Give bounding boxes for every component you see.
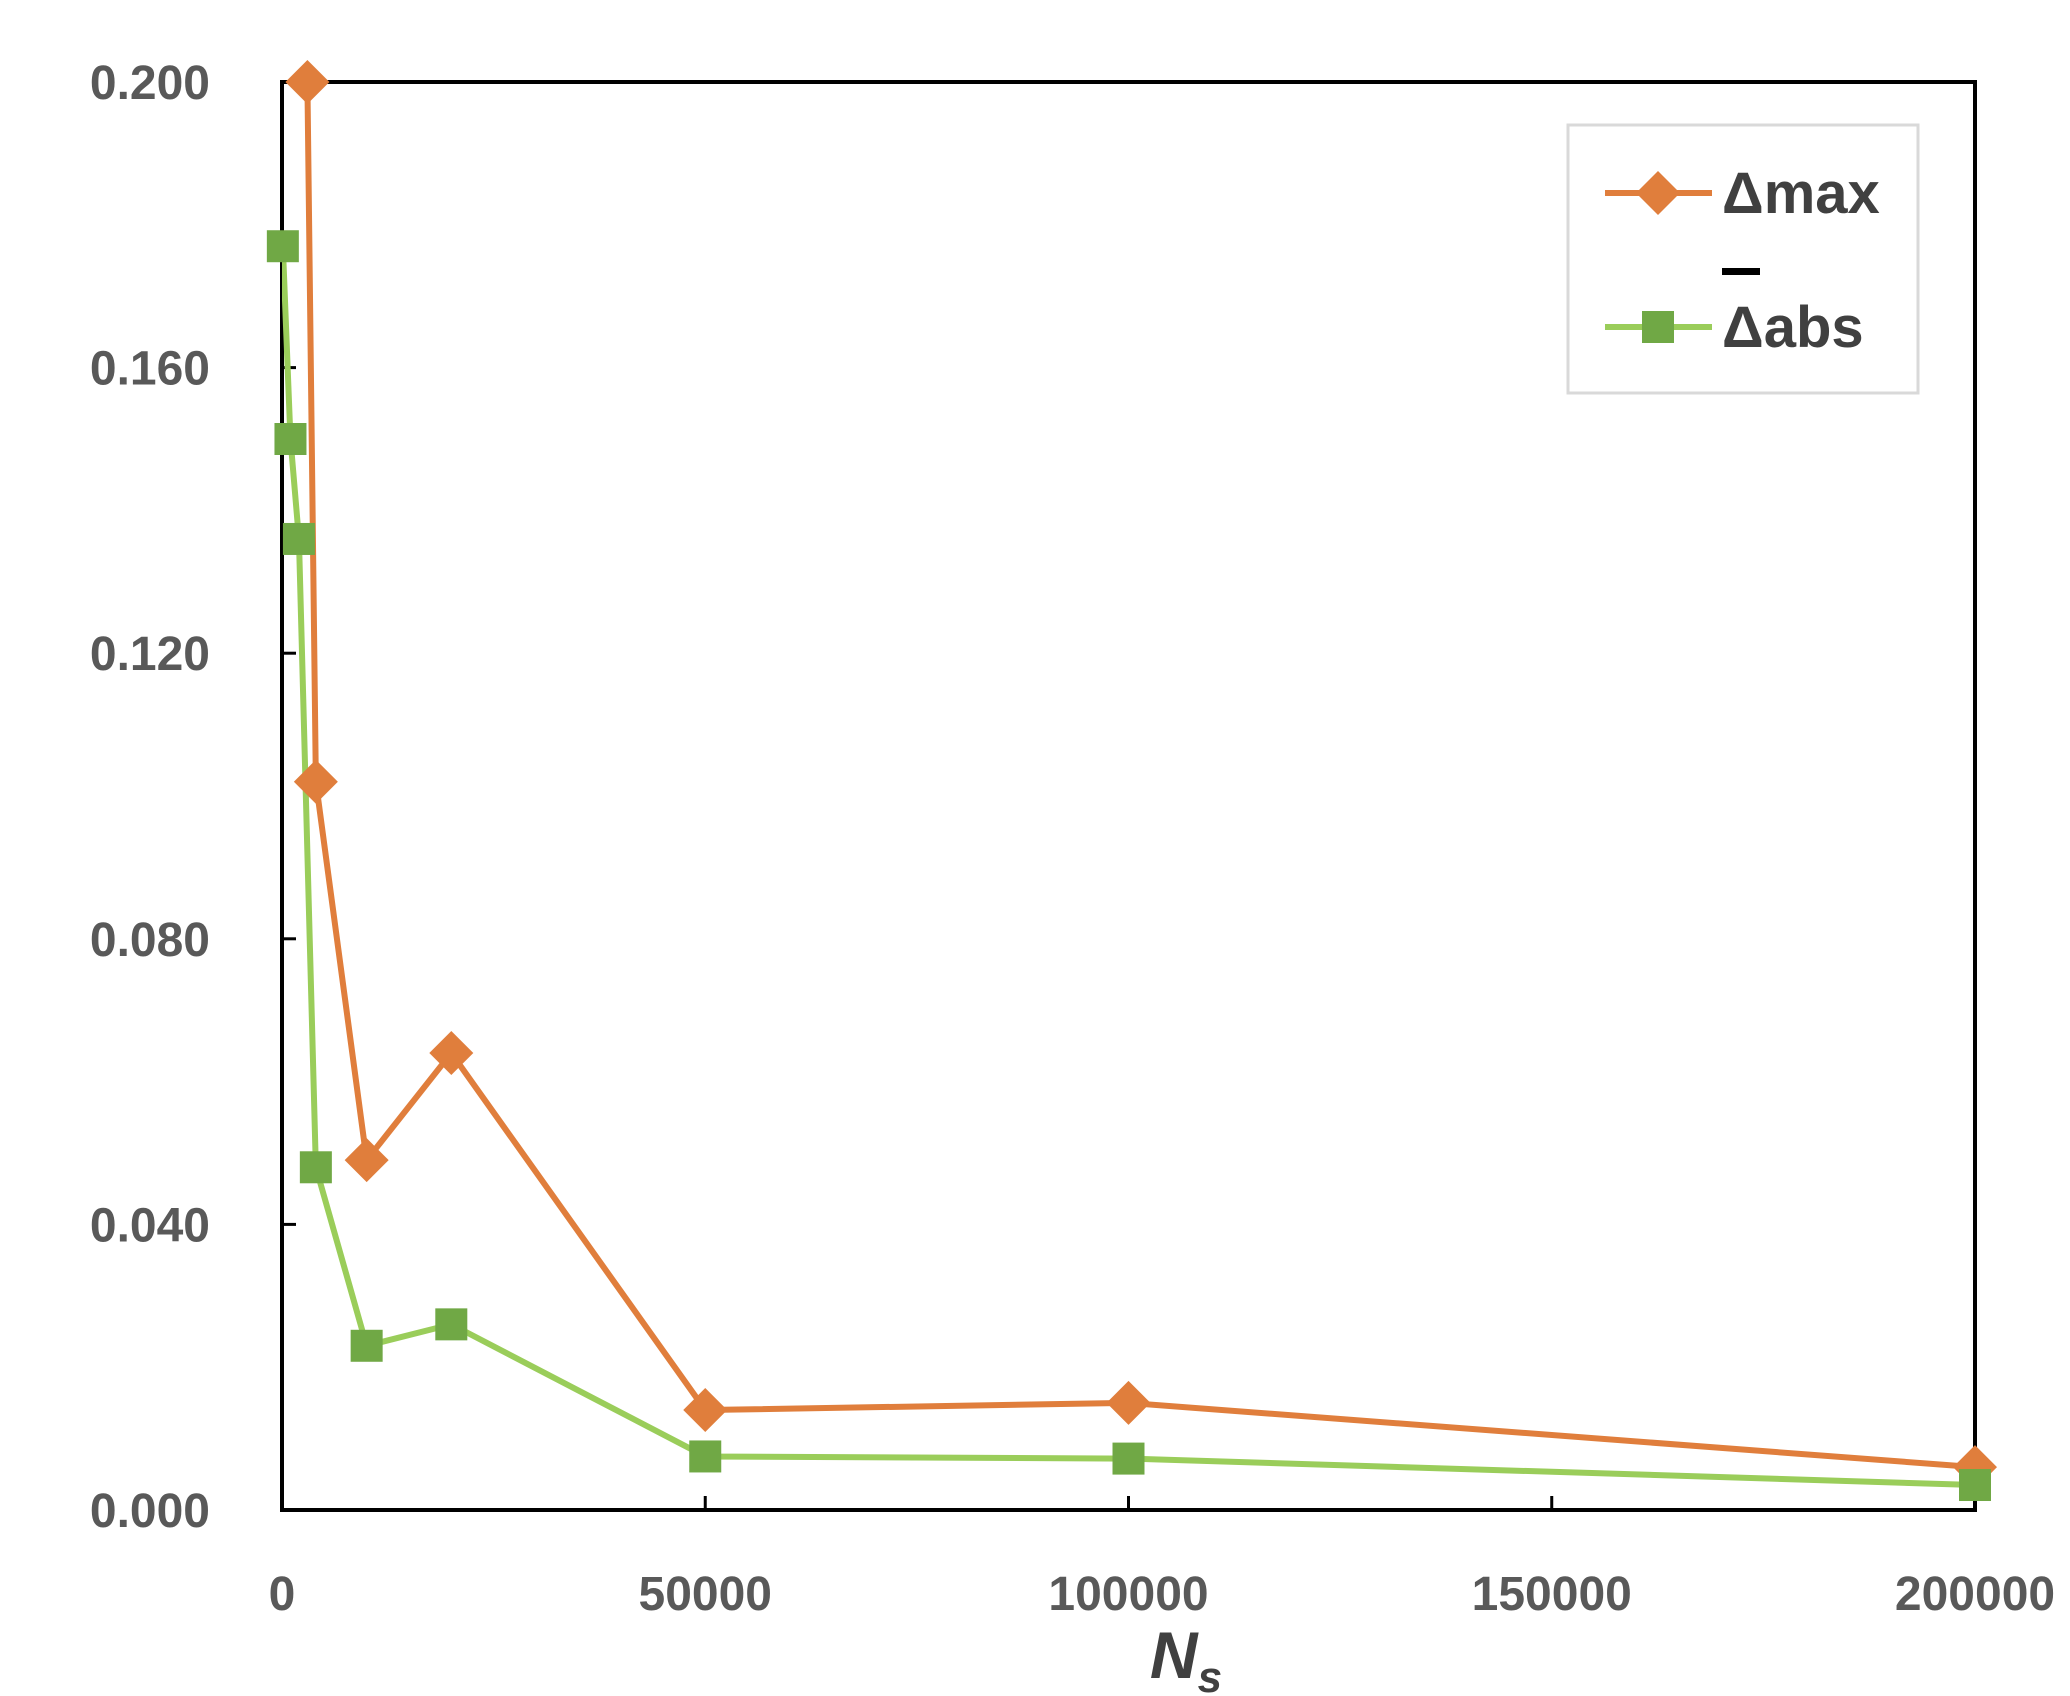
data-point-diamond (293, 759, 338, 804)
data-point-square (274, 423, 307, 455)
x-tick-label: 200000 (1895, 1568, 2055, 1621)
data-point-square (1959, 1469, 1991, 1502)
legend-label-1: Δabs (1722, 295, 1864, 360)
data-point-diamond (429, 1031, 474, 1076)
x-tick-label: 0 (269, 1568, 296, 1621)
y-tick-label: 0.120 (90, 628, 210, 681)
y-axis-ticks: 0.000 0.040 0.080 0.120 0.160 0.200 (90, 57, 296, 1538)
data-point-square (266, 230, 299, 263)
x-tick-label: 150000 (1472, 1568, 1632, 1621)
data-point-diamond (344, 1138, 389, 1183)
y-tick-label: 0.160 (90, 343, 210, 396)
data-point-diamond (1106, 1380, 1151, 1425)
data-point-diamond (285, 60, 330, 104)
data-point-square (689, 1440, 722, 1473)
x-tick-label: 50000 (639, 1568, 772, 1621)
legend-box (1566, 123, 1920, 395)
y-tick-label: 0.080 (90, 914, 210, 967)
legend-overline (1722, 268, 1760, 275)
data-point-square (350, 1329, 383, 1362)
marker-layer (266, 60, 1997, 1502)
x-axis-title: Ns (1150, 1618, 1222, 1696)
y-tick-label: 0.000 (90, 1485, 210, 1538)
data-point-square (282, 522, 315, 555)
data-point-square (1112, 1442, 1145, 1475)
x-tick-label: 100000 (1048, 1568, 1208, 1621)
y-tick-label: 0.200 (90, 57, 210, 110)
data-point-square (435, 1308, 468, 1341)
y-tick-label: 0.040 (90, 1199, 210, 1252)
x-axis-ticks: 0 50000 100000 150000 200000 (269, 1496, 2055, 1621)
x-axis-title-main: N (1150, 1618, 1199, 1692)
x-axis-title-subscript: s (1198, 1653, 1222, 1696)
legend-marker-diamond (1636, 171, 1680, 215)
legend: Δmax Δabs (1566, 123, 1920, 395)
legend-marker-square (1642, 311, 1674, 343)
legend-label-0: Δmax (1722, 161, 1880, 226)
data-point-diamond (683, 1388, 728, 1433)
data-point-square (299, 1151, 332, 1184)
